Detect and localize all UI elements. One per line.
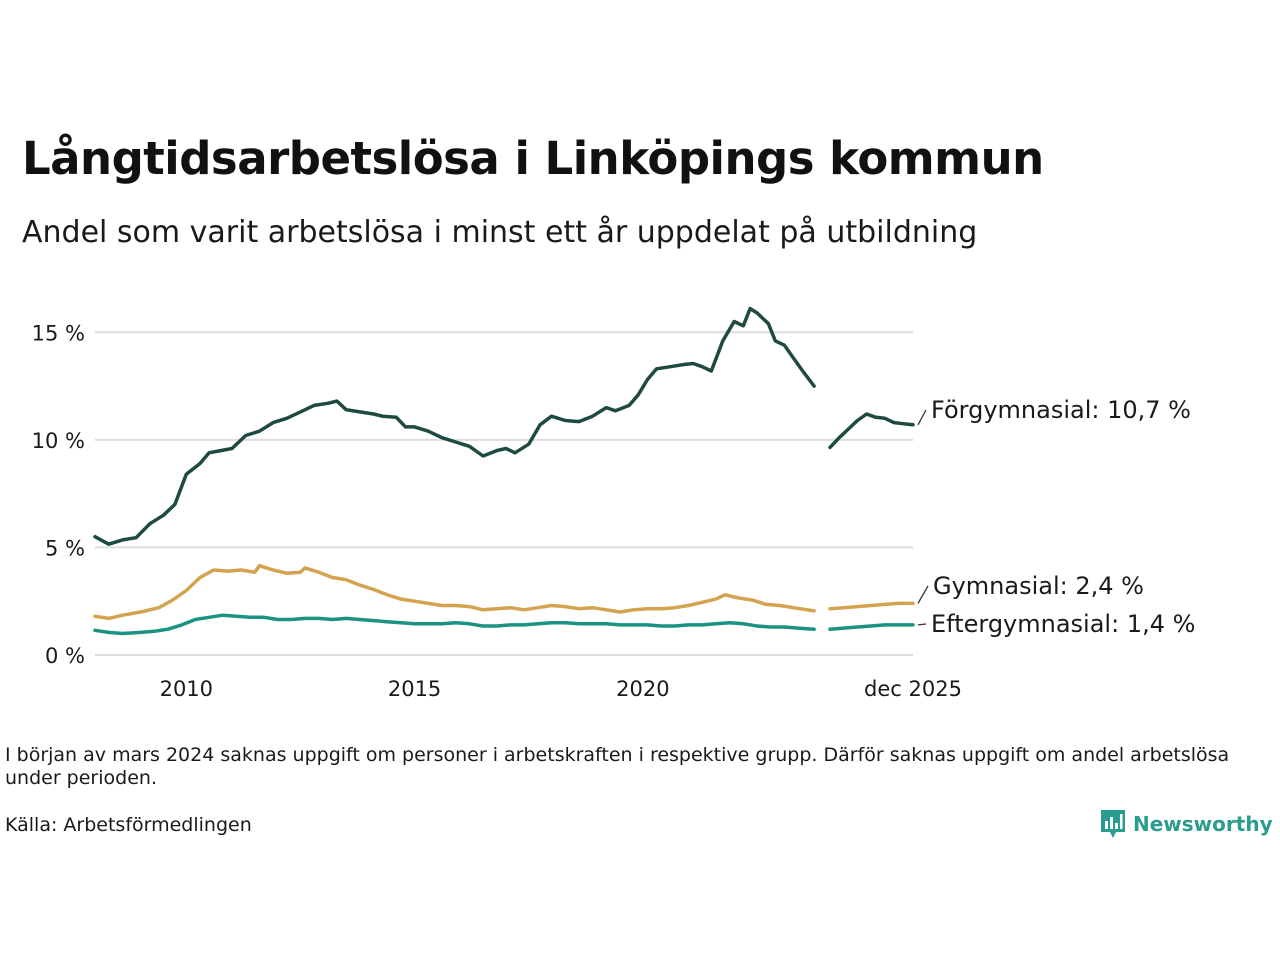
series-end-label: Gymnasial: 2,4 % [933, 572, 1144, 600]
x-axis-ticks: 2010 2015 2020 dec 2025 [160, 677, 962, 701]
line-chart: 0 % 5 % 10 % 15 % 2010 2015 2020 dec 2025 Förg… [32, 306, 1195, 701]
source-note: Källa: Arbetsförmedlingen [5, 814, 252, 836]
brand-name: Newsworthy [1133, 812, 1273, 836]
newsworthy-logo-icon [1101, 810, 1125, 838]
y-tick-label: 15 % [32, 321, 85, 345]
brand-logo[interactable]: Newsworthy [1099, 808, 1273, 840]
gridlines [95, 331, 913, 656]
series-end-labels: Förgymnasial: 10,7 % Gymnasial: 2,4 % Efte… [917, 396, 1195, 638]
label-connector [917, 585, 929, 604]
x-tick-label: 2015 [388, 677, 441, 701]
y-tick-label: 10 % [32, 429, 85, 453]
series-line-eftergymnasial [93, 613, 816, 636]
y-axis-ticks: 0 % 5 % 10 % 15 % [32, 321, 85, 668]
series-line-förgymnasial-after-gap [828, 412, 915, 450]
y-tick-label: 5 % [45, 536, 85, 560]
footnote: I början av mars 2024 saknas uppgift om … [5, 744, 1230, 789]
y-tick-label: 0 % [45, 644, 85, 668]
series-line-gymnasial [93, 563, 816, 621]
x-tick-label: 2020 [616, 677, 669, 701]
chart-title: Långtidsarbetslösa i Linköpings kommun [22, 132, 1044, 185]
x-tick-label: dec 2025 [864, 677, 962, 701]
series-lines [93, 306, 915, 636]
chart-subtitle: Andel som varit arbetslösa i minst ett å… [22, 215, 978, 250]
label-connector [917, 623, 927, 626]
label-connector [917, 409, 927, 426]
x-tick-label: 2010 [160, 677, 213, 701]
series-end-label: Förgymnasial: 10,7 % [931, 396, 1191, 424]
series-line-gymnasial-after-gap [828, 601, 915, 611]
series-end-label: Eftergymnasial: 1,4 % [931, 610, 1195, 638]
series-line-förgymnasial [93, 306, 816, 546]
series-line-eftergymnasial-after-gap [828, 623, 915, 631]
